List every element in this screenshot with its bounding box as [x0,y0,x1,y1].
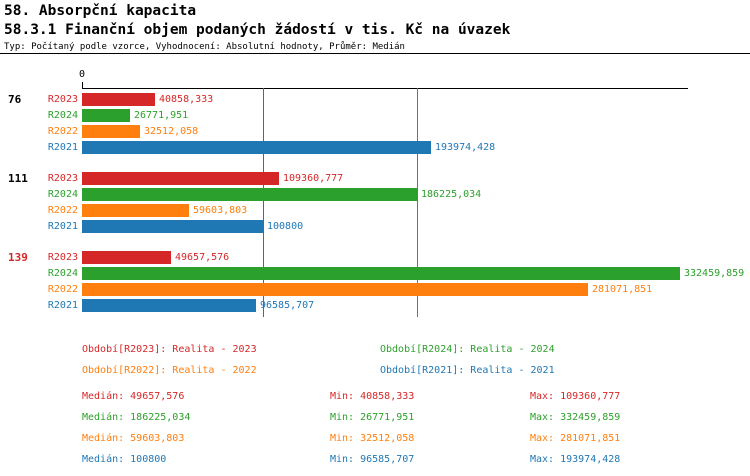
bar-value-label: 32512,058 [144,126,199,137]
max-value: Max: 193974,428 [530,454,621,465]
bar-r2021 [82,299,256,312]
bar-value-label: 109360,777 [283,173,344,184]
median-value: Medián: 100800 [82,454,167,465]
legend-item-r2022: Období[R2022]: Realita - 2022 [82,365,257,376]
bar-value-label: 59603,803 [193,205,248,216]
series-label-r2024: R2024 [47,189,78,200]
series-label-r2021: R2021 [47,142,78,153]
min-value: Min: 26771,951 [330,412,415,423]
series-label-r2022: R2022 [47,284,78,295]
bar-value-label: 281071,851 [592,284,653,295]
section-title: 58. Absorpční kapacita [4,3,197,19]
group-label: 139 [8,251,28,264]
header-divider [0,53,750,54]
group-label: 76 [8,93,22,106]
median-value: Medián: 59603,803 [82,433,185,444]
legend-item-r2024: Období[R2024]: Realita - 2024 [380,344,555,355]
bar-r2023 [82,251,171,264]
bar-value-label: 40858,333 [159,94,214,105]
median-line-r2021 [263,88,264,317]
bar-value-label: 332459,859 [684,268,745,279]
series-label-r2022: R2022 [47,126,78,137]
chart-subtitle: Typ: Počítaný podle vzorce, Vyhodnocení:… [4,42,405,52]
legend-item-r2021: Období[R2021]: Realita - 2021 [380,365,555,376]
bar-value-label: 186225,034 [421,189,482,200]
bar-value-label: 100800 [267,221,304,232]
max-value: Max: 109360,777 [530,391,621,402]
min-value: Min: 96585,707 [330,454,415,465]
series-label-r2024: R2024 [47,110,78,121]
bar-value-label: 26771,951 [134,110,189,121]
max-value: Max: 281071,851 [530,433,621,444]
x-axis-line [82,88,688,89]
stats-row-r2022: Medián: 59603,803 Min: 32512,058 Max: 28… [0,433,750,454]
median-line-r2024 [417,88,418,317]
max-value: Max: 332459,859 [530,412,621,423]
series-label-r2021: R2021 [47,300,78,311]
bar-value-label: 49657,576 [175,252,230,263]
series-label-r2023: R2023 [47,173,78,184]
bar-value-label: 193974,428 [435,142,496,153]
series-label-r2022: R2022 [47,205,78,216]
x-axis-zero-tick [82,82,83,88]
series-label-r2021: R2021 [47,221,78,232]
series-label-r2023: R2023 [47,94,78,105]
group-label: 111 [8,172,28,185]
bar-value-label: 96585,707 [260,300,315,311]
axis-zero-label: 0 [78,69,86,80]
bar-r2023 [82,172,279,185]
chart-title: 58.3.1 Finanční objem podaných žádostí v… [4,22,511,38]
bar-r2024 [82,109,130,122]
bar-r2023 [82,93,155,106]
legend-item-r2023: Období[R2023]: Realita - 2023 [82,344,257,355]
median-value: Medián: 186225,034 [82,412,191,423]
series-label-r2024: R2024 [47,268,78,279]
chart-legend: Období[R2023]: Realita - 2023 Období[R20… [0,344,750,386]
min-value: Min: 40858,333 [330,391,415,402]
bar-r2021 [82,141,431,154]
bar-r2024 [82,267,680,280]
bar-r2024 [82,188,417,201]
stats-table: Medián: 49657,576 Min: 40858,333 Max: 10… [0,391,750,476]
min-value: Min: 32512,058 [330,433,415,444]
stats-row-r2023: Medián: 49657,576 Min: 40858,333 Max: 10… [0,391,750,412]
stats-row-r2021: Medián: 100800 Min: 96585,707 Max: 19397… [0,454,750,475]
median-value: Medián: 49657,576 [82,391,185,402]
series-label-r2023: R2023 [47,252,78,263]
stats-row-r2024: Medián: 186225,034 Min: 26771,951 Max: 3… [0,412,750,433]
bar-r2021 [82,220,263,233]
bar-chart: 76 R2023 40858,333 R2024 26771,951 R2022 32512… [0,82,750,328]
bar-r2022 [82,283,588,296]
bar-r2022 [82,204,189,217]
bar-r2022 [82,125,140,138]
